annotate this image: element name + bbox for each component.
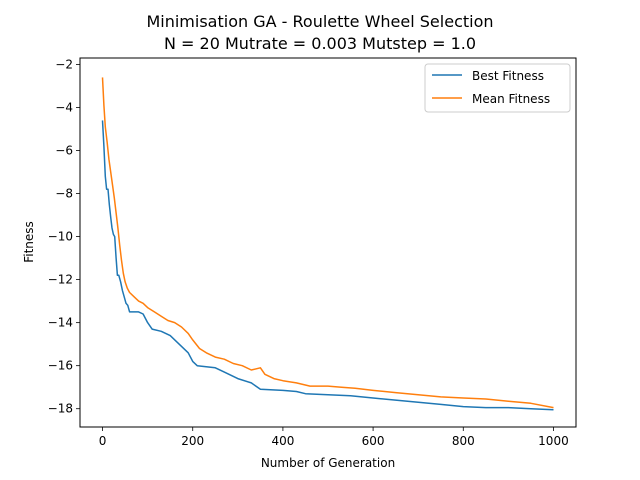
x-axis-label: Number of Generation: [261, 456, 395, 470]
axes-frame: [79, 57, 577, 428]
x-tick-label: 200: [181, 434, 204, 448]
y-tick-label: −18: [48, 402, 73, 416]
x-tick-label: 400: [271, 434, 294, 448]
x-tick-label: 0: [99, 434, 107, 448]
y-tick-label: −14: [48, 316, 73, 330]
y-axis-label: Fitness: [22, 221, 36, 263]
chart-subtitle: N = 20 Mutrate = 0.003 Mutstep = 1.0: [164, 34, 476, 53]
x-tick-label: 600: [362, 434, 385, 448]
y-tick-label: −12: [48, 273, 73, 287]
series-line-best-fitness: [101, 120, 554, 411]
x-tick-label: 1000: [538, 434, 569, 448]
legend: Best Fitness Mean Fitness: [424, 63, 571, 113]
y-tick-label: −4: [55, 100, 73, 114]
x-axis-ticks: 0 200 400 600 800 1000: [99, 427, 569, 448]
y-tick-label: −6: [55, 144, 73, 158]
legend-label-best-fitness: Best Fitness: [472, 69, 544, 83]
series-line-mean-fitness: [101, 77, 554, 409]
y-tick-label: −16: [48, 359, 73, 373]
legend-box: [424, 63, 571, 113]
x-tick-label: 800: [452, 434, 475, 448]
y-tick-label: −2: [55, 57, 73, 71]
y-tick-label: −8: [55, 187, 73, 201]
y-tick-label: −10: [48, 230, 73, 244]
y-axis-ticks: −18 −16 −14 −12 −10 −8 −6 −4 −2: [48, 57, 80, 416]
plot-area: [101, 77, 554, 411]
legend-label-mean-fitness: Mean Fitness: [472, 92, 550, 106]
chart-title: Minimisation GA - Roulette Wheel Selecti…: [146, 12, 493, 31]
